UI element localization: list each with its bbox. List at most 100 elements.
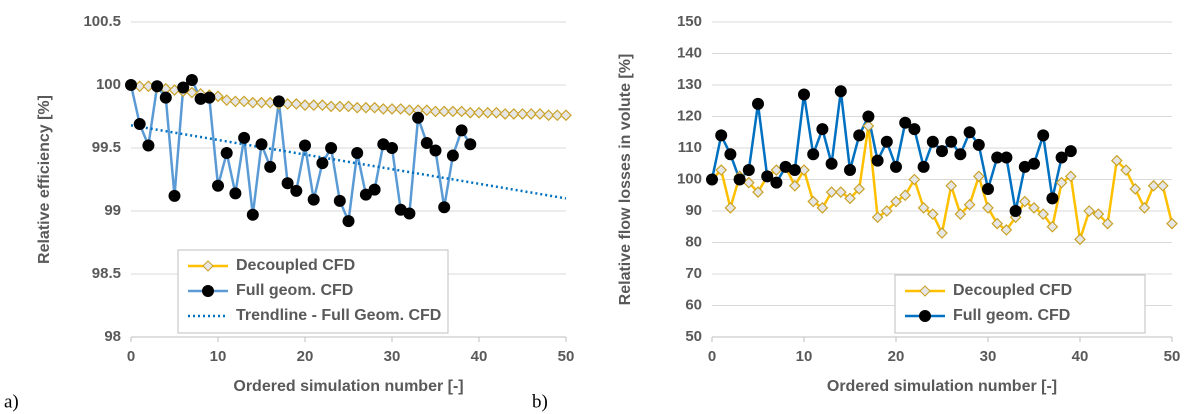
- point: [1028, 157, 1040, 170]
- x-tick-label: 10: [210, 348, 227, 365]
- point: [394, 103, 407, 115]
- point: [185, 73, 198, 86]
- point: [1037, 129, 1050, 142]
- point: [212, 90, 224, 103]
- panel-label: a): [4, 391, 19, 412]
- point: [473, 106, 485, 119]
- point: [715, 164, 728, 176]
- point: [368, 183, 381, 196]
- series-line: [130, 124, 567, 200]
- series-line: [129, 77, 472, 226]
- point: [1018, 160, 1031, 173]
- point: [220, 147, 233, 160]
- point: [972, 170, 985, 183]
- x-tick-label: 40: [471, 348, 488, 365]
- point: [825, 186, 838, 198]
- point: [844, 164, 856, 177]
- point: [351, 101, 364, 114]
- point: [1166, 217, 1178, 230]
- point: [1083, 205, 1096, 217]
- point: [151, 80, 164, 93]
- point: [779, 160, 792, 173]
- point: [816, 123, 829, 136]
- point: [982, 202, 994, 214]
- y-tick-label: 110: [678, 139, 702, 156]
- point: [954, 148, 967, 161]
- point: [464, 106, 477, 119]
- point: [507, 108, 520, 120]
- point: [1009, 205, 1022, 217]
- y-tick-label: 100.5: [83, 13, 121, 30]
- x-axis-title: Ordered simulation number [-]: [233, 378, 463, 395]
- point: [1000, 224, 1013, 236]
- point: [1000, 151, 1013, 164]
- point: [963, 198, 976, 211]
- point: [203, 91, 216, 104]
- point: [255, 138, 268, 151]
- point: [844, 192, 856, 205]
- legend-label: Decoupled CFD: [953, 282, 1072, 299]
- point: [936, 227, 948, 239]
- y-axis-title: Relative efficiency [%]: [36, 95, 53, 264]
- x-tick-label: 10: [796, 348, 813, 365]
- y-tick-label: 140: [677, 44, 702, 61]
- point: [954, 208, 967, 220]
- point: [742, 164, 755, 177]
- point: [752, 186, 764, 198]
- point: [238, 95, 250, 108]
- legend-marker: [919, 285, 931, 297]
- y-tick-label: 98.5: [92, 265, 121, 282]
- point: [1092, 208, 1105, 220]
- point: [333, 100, 346, 113]
- point: [551, 109, 564, 122]
- y-tick-label: 50: [685, 328, 702, 345]
- point: [807, 195, 820, 208]
- point: [255, 96, 268, 109]
- point: [834, 85, 847, 98]
- point: [1018, 195, 1031, 208]
- point: [412, 111, 425, 124]
- y-tick-label: 80: [685, 233, 702, 250]
- point: [972, 138, 985, 151]
- point: [945, 179, 958, 192]
- point: [168, 189, 181, 202]
- point: [377, 103, 390, 115]
- point: [464, 138, 477, 151]
- point: [926, 208, 939, 220]
- point: [325, 142, 338, 154]
- point: [991, 151, 1004, 164]
- point: [982, 182, 994, 195]
- point: [862, 120, 875, 132]
- point: [316, 99, 329, 112]
- y-tick-label: 60: [685, 296, 702, 313]
- y-tick-label: 100: [96, 76, 121, 93]
- y-tick-label: 120: [677, 107, 702, 124]
- point: [481, 106, 494, 119]
- point: [853, 129, 866, 142]
- point: [342, 215, 355, 228]
- x-tick-label: 0: [127, 348, 135, 365]
- point: [798, 88, 810, 101]
- point: [1064, 145, 1077, 158]
- point: [1129, 183, 1142, 195]
- point: [229, 95, 242, 108]
- point: [290, 98, 303, 110]
- point: [945, 135, 958, 148]
- point: [359, 188, 372, 201]
- point: [761, 170, 774, 183]
- point: [307, 99, 320, 112]
- legend-marker: [202, 260, 214, 272]
- point: [403, 207, 416, 220]
- point: [899, 116, 912, 129]
- point: [177, 81, 190, 94]
- point: [1074, 233, 1086, 246]
- point: [724, 202, 737, 214]
- legend-label: Full geom. CFD: [236, 282, 353, 299]
- point: [333, 194, 346, 207]
- point: [1055, 176, 1068, 189]
- y-axis-title: Relative flow losses in volute [%]: [617, 54, 634, 306]
- y-tick-label: 130: [677, 76, 702, 93]
- series-line: [710, 91, 1072, 212]
- point: [307, 193, 320, 206]
